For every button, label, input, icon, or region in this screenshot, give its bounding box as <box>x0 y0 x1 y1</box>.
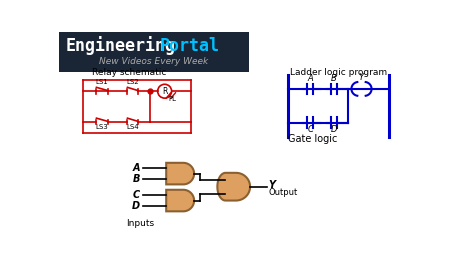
Polygon shape <box>166 163 194 184</box>
Text: Engineering: Engineering <box>65 36 175 55</box>
Text: D: D <box>132 201 140 211</box>
Text: Relay schematic: Relay schematic <box>92 68 166 77</box>
Text: A: A <box>132 163 140 173</box>
Text: LS4: LS4 <box>127 124 139 130</box>
Polygon shape <box>218 173 250 201</box>
Text: D: D <box>330 125 337 134</box>
Text: LS1: LS1 <box>95 79 108 85</box>
Text: A: A <box>308 74 313 83</box>
Text: LS2: LS2 <box>127 79 139 85</box>
Text: B: B <box>132 174 140 184</box>
Text: PL: PL <box>169 96 176 102</box>
Text: C: C <box>133 190 140 200</box>
Text: Inputs: Inputs <box>126 219 154 228</box>
Polygon shape <box>166 190 194 211</box>
Text: Y: Y <box>359 73 364 82</box>
Text: Ladder logic program: Ladder logic program <box>290 68 387 77</box>
Text: LS3: LS3 <box>95 124 108 130</box>
Text: New Videos Every Week: New Videos Every Week <box>99 57 209 66</box>
Text: B: B <box>331 74 337 83</box>
Text: Portal: Portal <box>160 37 220 55</box>
Text: Gate logic: Gate logic <box>288 134 337 144</box>
Bar <box>59 32 249 72</box>
Text: C: C <box>308 125 313 134</box>
Text: R: R <box>162 87 167 96</box>
Text: Output: Output <box>269 188 298 197</box>
Text: Y: Y <box>269 180 276 190</box>
